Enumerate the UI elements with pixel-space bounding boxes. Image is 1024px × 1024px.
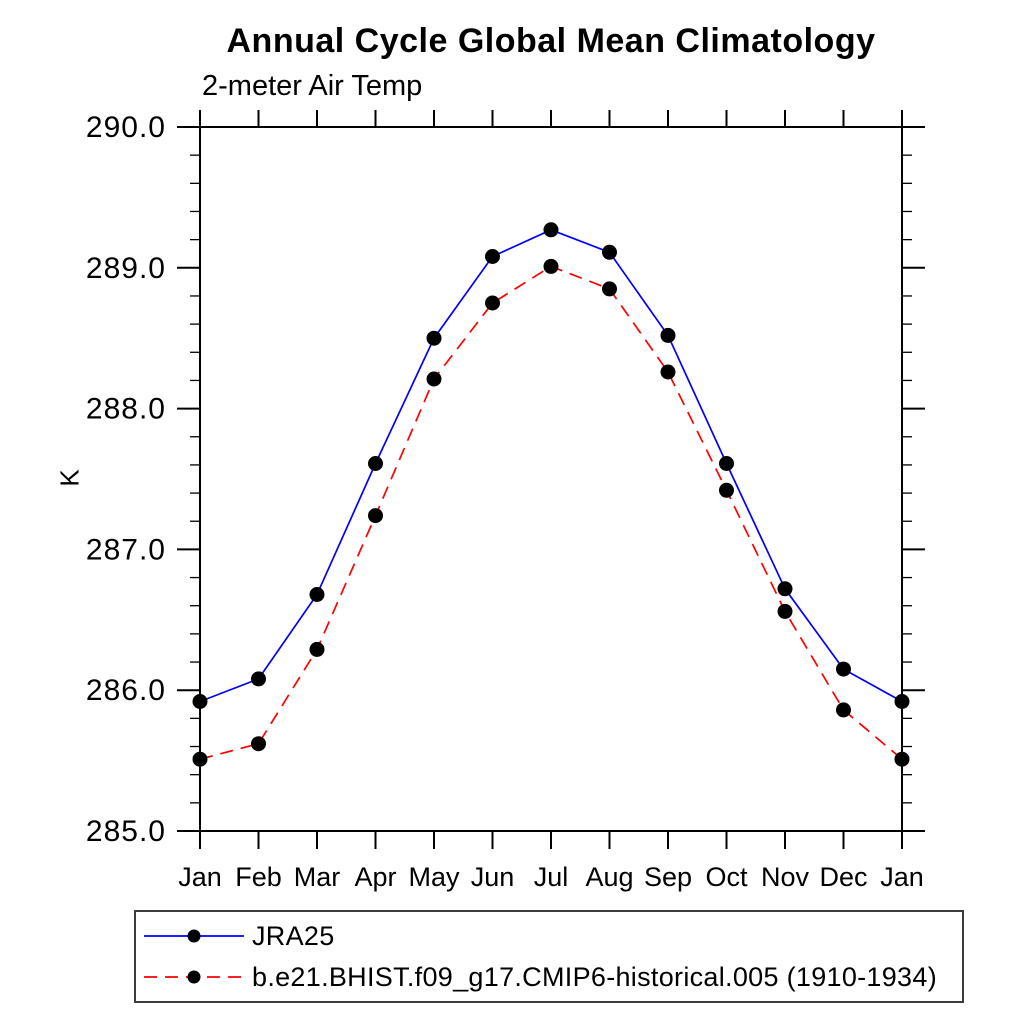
svg-text:Nov: Nov [761,862,810,892]
svg-text:Jun: Jun [471,862,515,892]
svg-text:Feb: Feb [235,862,282,892]
svg-text:Jan: Jan [178,862,222,892]
legend-item-jra25: JRA25 [142,916,962,956]
svg-text:Apr: Apr [354,862,396,892]
chart-subtitle: 2-meter Air Temp [202,70,423,102]
svg-text:286.0: 286.0 [86,674,166,707]
chart-title: Annual Cycle Global Mean Climatology [226,22,876,60]
svg-text:Mar: Mar [294,862,341,892]
legend-marker-dot [187,929,201,943]
legend-label: b.e21.BHIST.f09_g17.CMIP6-historical.005… [252,961,937,992]
svg-text:288.0: 288.0 [86,393,166,426]
axis-tick-labels: Jan Feb Mar Apr May Jun Jul Aug Sep Oct Nov Dec Jan 2… [86,111,924,892]
svg-text:Sep: Sep [644,862,692,892]
legend: JRA25 b.e21.BHIST.f09_g17.CMIP6-historic… [134,910,964,1003]
svg-text:Oct: Oct [705,862,748,892]
svg-text:285.0: 285.0 [86,815,166,848]
legend-label: JRA25 [252,920,335,951]
svg-text:Dec: Dec [819,862,867,892]
axes [177,110,925,849]
svg-text:Jul: Jul [534,862,569,892]
series-markers [192,222,910,767]
svg-text:290.0: 290.0 [86,111,166,144]
legend-swatch-dashed-line [144,970,244,984]
series-line-1 [199,265,903,761]
legend-item-model: b.e21.BHIST.f09_g17.CMIP6-historical.005… [142,957,962,997]
svg-text:Aug: Aug [585,862,633,892]
svg-text:289.0: 289.0 [86,252,166,285]
svg-text:287.0: 287.0 [86,533,166,566]
series-lines [199,228,903,761]
svg-text:Jan: Jan [880,862,924,892]
legend-swatch-solid-line [144,929,244,943]
svg-text:May: May [408,862,460,892]
series-line-0 [199,228,903,703]
legend-marker-dot [187,970,201,984]
